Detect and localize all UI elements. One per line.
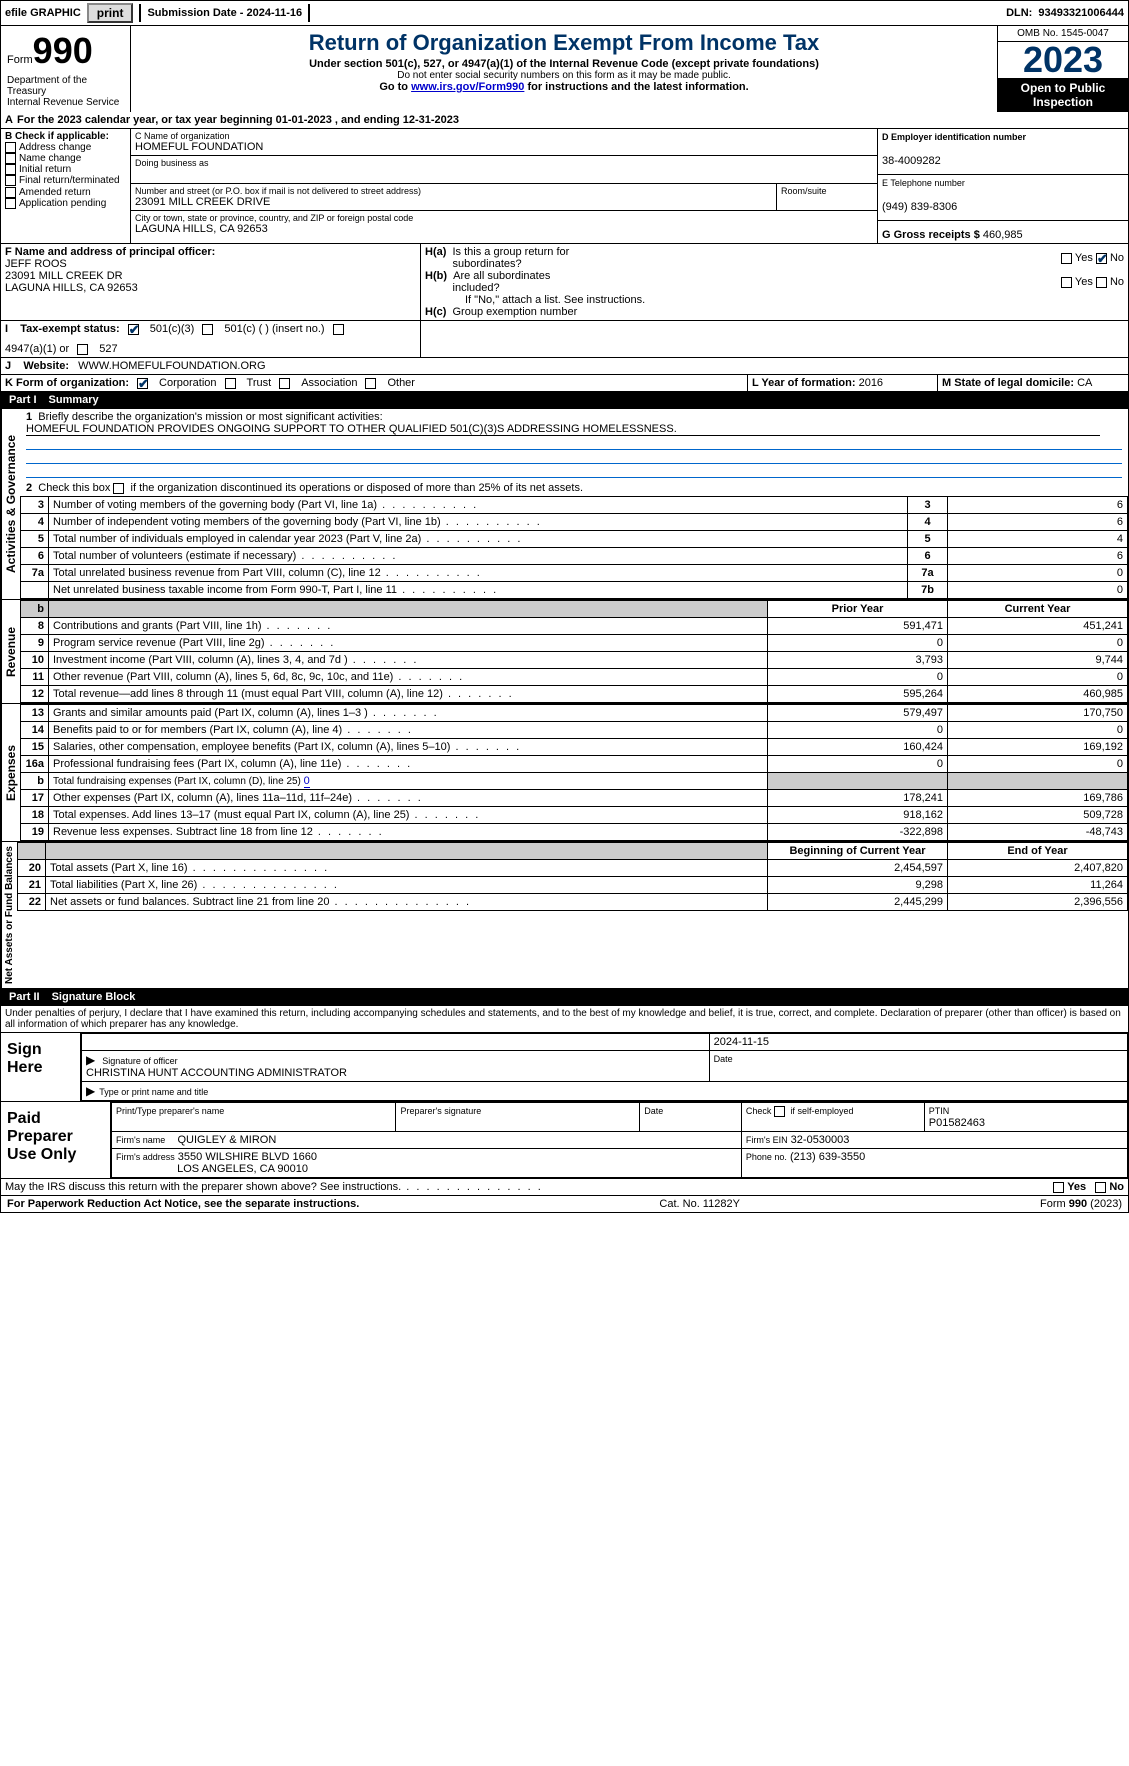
officer-city: LAGUNA HILLS, CA 92653 (5, 282, 138, 294)
cb-app-pending[interactable] (5, 198, 16, 209)
form-number: Form990 (7, 30, 124, 72)
ein-label: D Employer identification number (882, 132, 1026, 142)
declaration: Under penalties of perjury, I declare th… (1, 1006, 1128, 1032)
gov-table: 3Number of voting members of the governi… (20, 496, 1128, 599)
gross-label: G Gross receipts $ (882, 229, 980, 241)
sig-officer-label: Signature of officer (102, 1056, 177, 1066)
org-address: 23091 MILL CREEK DRIVE (135, 196, 772, 208)
cb-final-return[interactable] (5, 175, 16, 186)
cb-hb-yes[interactable] (1061, 277, 1072, 288)
phone-value: (949) 839-8306 (882, 201, 957, 213)
website: WWW.HOMEFULFOUNDATION.ORG (78, 360, 265, 372)
cb-discuss-yes[interactable] (1053, 1182, 1064, 1193)
firm-phone: (213) 639-3550 (790, 1151, 865, 1163)
dept-treasury: Department of the Treasury (7, 75, 87, 97)
cb-ha-yes[interactable] (1061, 253, 1072, 264)
l-label: L Year of formation: (752, 377, 856, 389)
line-a: A For the 2023 calendar year, or tax yea… (1, 112, 463, 128)
print-button[interactable]: print (87, 3, 134, 23)
c-name-label: C Name of organization (135, 131, 873, 141)
na-table: Beginning of Current Year End of Year 20… (17, 842, 1128, 911)
cb-corp[interactable] (137, 378, 148, 389)
form-subtitle: Under section 501(c), 527, or 4947(a)(1)… (139, 58, 989, 70)
efile-label: efile GRAPHIC (5, 7, 81, 19)
rev-table: b Prior Year Current Year 8Contributions… (20, 600, 1128, 703)
open-inspection: Open to Public Inspection (998, 78, 1128, 112)
ein-value: 38-4009282 (882, 155, 941, 167)
exp-table: 13Grants and similar amounts paid (Part … (20, 704, 1128, 841)
cb-other[interactable] (365, 378, 376, 389)
mission-text: HOMEFUL FOUNDATION PROVIDES ONGOING SUPP… (26, 423, 1100, 436)
l2-text: Check this box if the organization disco… (38, 482, 583, 494)
b-label: B Check if applicable: (5, 131, 109, 142)
addr-label: Number and street (or P.O. box if mail i… (135, 186, 772, 196)
page-footer: For Paperwork Reduction Act Notice, see … (0, 1196, 1129, 1213)
ha-label: H(a) Is this a group return for subordin… (425, 246, 569, 270)
paid-preparer-label: Paid Preparer Use Only (1, 1102, 111, 1178)
cb-amended[interactable] (5, 187, 16, 198)
cb-name-change[interactable] (5, 153, 16, 164)
m-value: CA (1077, 377, 1092, 389)
room-label: Room/suite (781, 186, 873, 196)
submission-date: Submission Date - 2024-11-16 (147, 7, 302, 19)
cb-501c3[interactable] (128, 324, 139, 335)
sign-date: 2024-11-15 (714, 1036, 769, 1048)
section-governance: Activities & Governance (1, 409, 20, 599)
section-netassets: Net Assets or Fund Balances (1, 842, 17, 988)
cb-discuss-no[interactable] (1095, 1182, 1106, 1193)
city-label: City or town, state or province, country… (135, 213, 873, 223)
l1-text: Briefly describe the organization's miss… (38, 411, 382, 423)
gross-value: 460,985 (983, 229, 1023, 241)
dln-value: 93493321006444 (1038, 7, 1124, 19)
form990-link[interactable]: www.irs.gov/Form990 (411, 81, 524, 93)
part2-header: Part II Signature Block (0, 989, 1129, 1006)
f-label: F Name and address of principal officer: (5, 246, 215, 258)
phone-label: E Telephone number (882, 178, 965, 188)
j-label: J Website: (5, 360, 69, 372)
officer-name: JEFF ROOS (5, 258, 67, 270)
cb-4947[interactable] (333, 324, 344, 335)
hb-label: H(b) Are all subordinates included? (425, 270, 550, 294)
ptin: P01582463 (929, 1117, 985, 1129)
firm-addr1: 3550 WILSHIRE BLVD 1660 (178, 1151, 317, 1163)
cb-self-employed[interactable] (774, 1106, 785, 1117)
cb-initial-return[interactable] (5, 164, 16, 175)
firm-addr2: LOS ANGELES, CA 90010 (177, 1163, 308, 1175)
ssn-warning: Do not enter social security numbers on … (139, 70, 989, 81)
org-name: HOMEFUL FOUNDATION (135, 141, 873, 153)
dba-label: Doing business as (135, 158, 873, 168)
cb-hb-no[interactable] (1096, 277, 1107, 288)
m-label: M State of legal domicile: (942, 377, 1074, 389)
cb-501c[interactable] (202, 324, 213, 335)
hb-note: If "No," attach a list. See instructions… (425, 294, 1124, 306)
cb-527[interactable] (77, 344, 88, 355)
part1-header: Part I Summary (0, 392, 1129, 409)
irs-label: Internal Revenue Service (7, 97, 119, 108)
officer-sig-name: CHRISTINA HUNT ACCOUNTING ADMINISTRATOR (86, 1067, 347, 1079)
hc-label: H(c) Group exemption number (425, 306, 1124, 318)
type-name-label: Type or print name and title (99, 1087, 208, 1097)
cb-discontinued[interactable] (113, 483, 124, 494)
form-title: Return of Organization Exempt From Incom… (139, 30, 989, 56)
cb-ha-no[interactable] (1096, 253, 1107, 264)
l-value: 2016 (859, 377, 883, 389)
k-label: K Form of organization: (5, 377, 129, 389)
dln-label: DLN: (1006, 7, 1032, 19)
sign-here-label: Sign Here (1, 1033, 81, 1101)
efile-topbar: efile GRAPHIC print Submission Date - 20… (0, 0, 1129, 26)
org-city: LAGUNA HILLS, CA 92653 (135, 223, 873, 235)
officer-addr: 23091 MILL CREEK DR (5, 270, 123, 282)
section-revenue: Revenue (1, 600, 20, 703)
tax-year: 2023 (998, 42, 1128, 78)
cb-trust[interactable] (225, 378, 236, 389)
cb-assoc[interactable] (279, 378, 290, 389)
i-label: I Tax-exempt status: (5, 323, 120, 335)
cb-address-change[interactable] (5, 142, 16, 153)
firm-ein: 32-0530003 (791, 1134, 850, 1146)
section-expenses: Expenses (1, 704, 20, 841)
discuss-question: May the IRS discuss this return with the… (1, 1179, 1049, 1195)
firm-name: QUIGLEY & MIRON (177, 1134, 276, 1146)
